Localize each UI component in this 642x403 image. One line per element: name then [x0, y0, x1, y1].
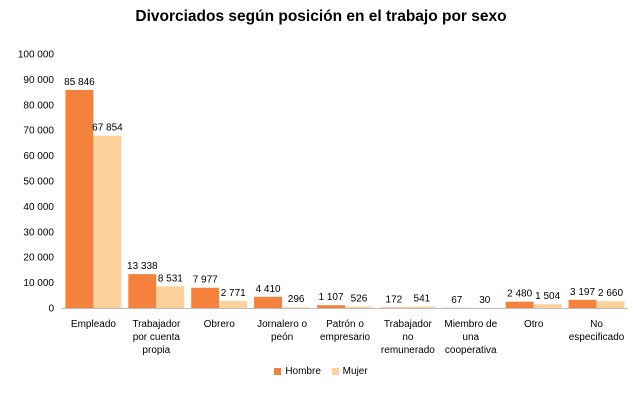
y-tick-label: 50 000 [23, 177, 54, 188]
bar-mujer [282, 307, 311, 308]
bar-mujer [596, 301, 625, 308]
legend-swatch-mujer [331, 368, 339, 375]
legend-item-hombre: Hombre [274, 366, 321, 377]
bar-mujer [533, 304, 562, 308]
chart-title: Divorciados según posición en el trabajo… [135, 8, 507, 25]
legend-item-mujer: Mujer [331, 366, 368, 377]
data-label: 3 197 [570, 287, 595, 298]
y-tick-label: 70 000 [23, 126, 54, 137]
bar-hombre [317, 305, 345, 308]
data-label: 4 410 [256, 284, 281, 295]
legend-label-hombre: Hombre [285, 366, 321, 377]
x-tick-label: Trabajador por cuenta propia [132, 319, 181, 356]
data-label: 30 [479, 295, 491, 306]
bar-mujer [93, 135, 122, 308]
data-label: 67 [451, 295, 463, 306]
bar-hombre [128, 274, 157, 308]
y-tick-label: 80 000 [23, 100, 54, 111]
x-tick-label: Patrón o empresario [320, 319, 370, 343]
data-label: 2 660 [598, 288, 623, 299]
bar-mujer [156, 286, 185, 308]
x-tick-label: Empleado [71, 319, 116, 330]
legend: Hombre Mujer [0, 366, 642, 378]
x-tick-label: Miembro de una cooperativa [444, 319, 497, 356]
y-tick-label: 0 [48, 304, 54, 315]
x-tick-label: Obrero [204, 319, 236, 330]
data-label: 296 [288, 294, 305, 305]
bar-hombre [65, 89, 94, 308]
x-tick-label: Trabajador no remunerado [381, 319, 435, 356]
legend-label-mujer: Mujer [342, 366, 368, 377]
data-label: 526 [351, 294, 368, 305]
data-label: 2 480 [507, 289, 532, 300]
y-tick-label: 60 000 [23, 151, 54, 162]
bar-hombre [254, 296, 283, 308]
data-label: 7 977 [193, 275, 218, 286]
data-label: 2 771 [221, 288, 246, 299]
data-label: 172 [386, 295, 403, 306]
data-label: 67 854 [92, 123, 123, 134]
bar-mujer [345, 306, 373, 308]
y-tick-label: 90 000 [23, 75, 54, 86]
data-label: 541 [414, 294, 431, 305]
y-tick-label: 40 000 [23, 202, 54, 213]
x-tick-label: Jornalero o peón [257, 319, 307, 343]
bar-hombre [568, 299, 597, 308]
data-label: 1 504 [535, 291, 560, 302]
y-tick-label: 10 000 [23, 278, 54, 289]
y-tick-label: 20 000 [23, 253, 54, 264]
y-tick-label: 30 000 [23, 227, 54, 238]
bar-hombre [191, 287, 220, 308]
bar-mujer [219, 300, 248, 308]
data-label: 13 338 [127, 261, 158, 272]
data-label: 85 846 [64, 77, 95, 88]
x-tick-label: Otro [524, 319, 544, 330]
bar-mujer [407, 306, 436, 308]
y-tick-label: 100 000 [18, 50, 55, 61]
data-label: 8 531 [158, 273, 183, 284]
bar-hombre [505, 301, 534, 308]
x-tick-label: No especificado [569, 319, 625, 343]
data-label: 1 107 [318, 292, 343, 303]
legend-swatch-hombre [274, 368, 282, 375]
